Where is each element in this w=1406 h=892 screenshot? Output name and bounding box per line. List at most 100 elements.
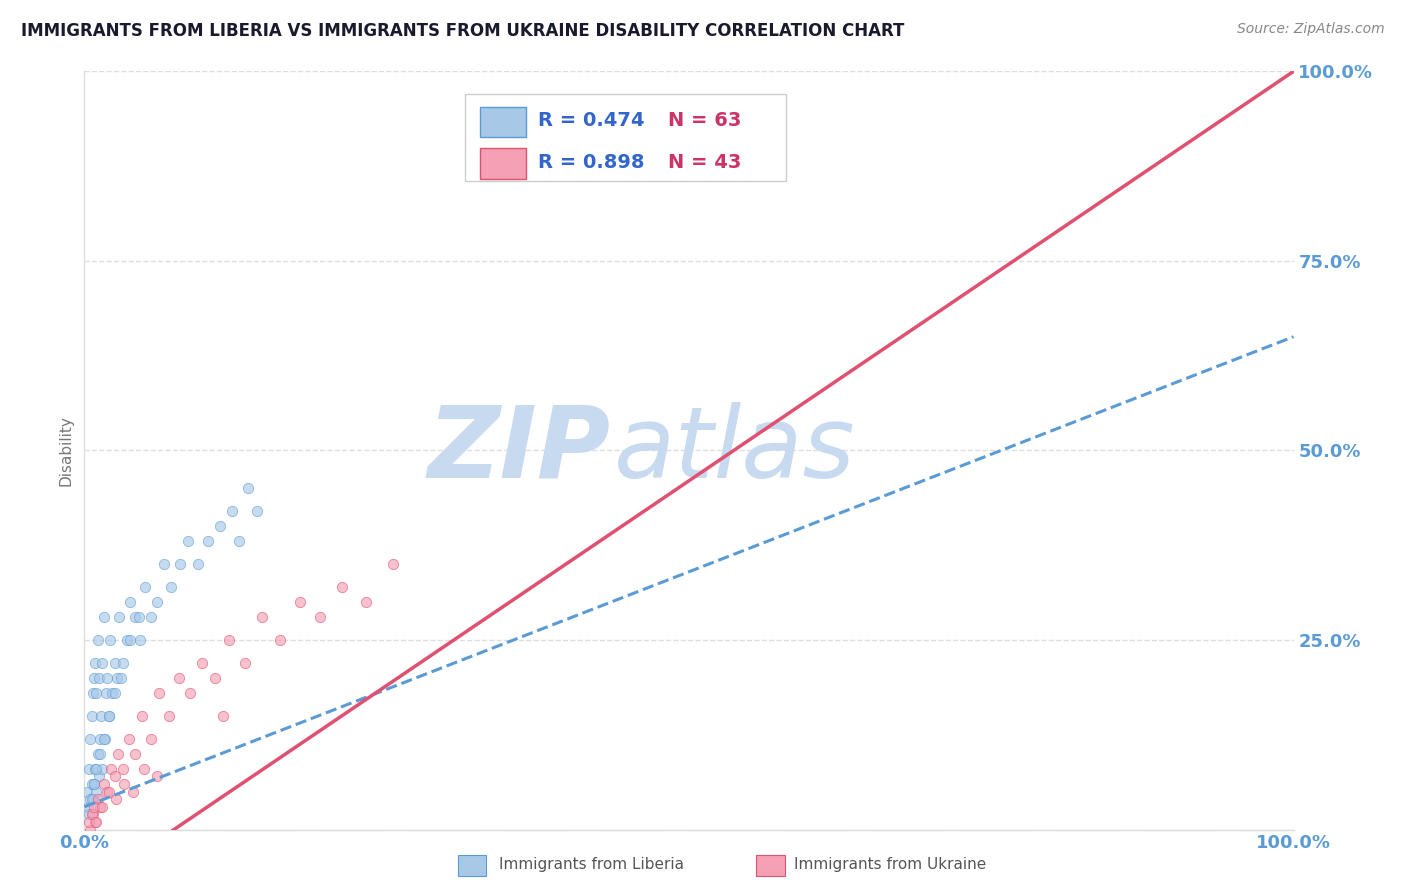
Point (77, 815, 100, 830)
Point (115, 633, 138, 648)
Point (157, 708, 180, 723)
Text: Immigrants from Liberia: Immigrants from Liberia (499, 857, 685, 872)
Point (76, 785, 98, 799)
Point (80, 777, 103, 791)
Point (190, 656, 212, 670)
Point (84, 815, 107, 830)
Bar (465, 95, 786, 181)
Point (86, 815, 108, 830)
Point (100, 762, 122, 776)
Text: R = 0.898: R = 0.898 (538, 153, 644, 171)
Point (132, 762, 155, 776)
Point (86, 686, 108, 700)
Point (330, 580, 353, 594)
Point (105, 671, 128, 685)
Point (89, 731, 111, 746)
Point (77, 762, 100, 776)
Point (98, 633, 121, 648)
Bar (756, 855, 785, 876)
Point (91, 800, 114, 814)
Point (104, 656, 127, 670)
Point (112, 656, 135, 670)
Point (89, 800, 111, 814)
Point (97, 785, 120, 799)
Point (90, 708, 112, 723)
Point (309, 610, 332, 624)
Text: ZIP: ZIP (427, 402, 610, 499)
Point (153, 557, 176, 572)
Point (87, 769, 110, 784)
Point (86, 785, 108, 799)
Point (120, 633, 142, 648)
Y-axis label: Disability: Disability (58, 415, 73, 486)
Point (89, 747, 111, 761)
Point (82, 686, 104, 700)
Point (354, 595, 377, 609)
Point (91, 656, 114, 670)
Point (148, 686, 170, 700)
Point (80, 807, 103, 822)
Text: Immigrants from Ukraine: Immigrants from Ukraine (794, 857, 987, 872)
Point (179, 686, 201, 700)
Point (104, 686, 127, 700)
Point (96, 785, 118, 799)
Point (84, 656, 107, 670)
Point (236, 482, 259, 496)
Point (177, 534, 200, 549)
Point (110, 671, 132, 685)
Point (86, 762, 108, 776)
Point (129, 633, 152, 648)
Point (80, 708, 103, 723)
Point (83, 777, 105, 791)
Point (101, 686, 124, 700)
Point (97, 708, 120, 723)
Bar (479, 107, 526, 137)
Text: R = 0.474: R = 0.474 (538, 111, 644, 129)
Point (94, 686, 117, 700)
Point (212, 708, 235, 723)
Point (233, 656, 256, 670)
Point (83, 671, 105, 685)
Point (84, 762, 107, 776)
Point (112, 762, 135, 776)
Point (86, 633, 108, 648)
Point (97, 708, 120, 723)
Point (91, 762, 114, 776)
Point (77, 807, 100, 822)
Point (218, 633, 240, 648)
Point (94, 731, 117, 746)
Point (134, 580, 156, 594)
Bar (479, 148, 526, 178)
Point (104, 769, 127, 784)
Bar (458, 855, 486, 876)
Point (246, 504, 269, 518)
Point (118, 731, 141, 746)
Point (131, 708, 153, 723)
Point (80, 792, 103, 806)
Point (96, 671, 118, 685)
Point (228, 534, 250, 549)
Point (93, 610, 115, 624)
Point (104, 792, 127, 806)
Point (160, 580, 183, 594)
Point (288, 595, 311, 609)
Point (86, 792, 108, 806)
Point (108, 610, 131, 624)
Point (208, 519, 231, 533)
Point (124, 610, 146, 624)
Point (83, 777, 105, 791)
Point (83, 800, 105, 814)
Point (197, 534, 219, 549)
Point (221, 504, 243, 518)
Point (79, 822, 101, 837)
Point (204, 671, 226, 685)
Point (86, 747, 108, 761)
Point (169, 557, 191, 572)
Point (77, 800, 100, 814)
Point (187, 557, 209, 572)
Text: N = 63: N = 63 (668, 111, 742, 129)
Point (107, 747, 129, 761)
Text: IMMIGRANTS FROM LIBERIA VS IMMIGRANTS FROM UKRAINE DISABILITY CORRELATION CHART: IMMIGRANTS FROM LIBERIA VS IMMIGRANTS FR… (21, 22, 904, 40)
Text: atlas: atlas (614, 402, 856, 499)
Point (250, 610, 273, 624)
